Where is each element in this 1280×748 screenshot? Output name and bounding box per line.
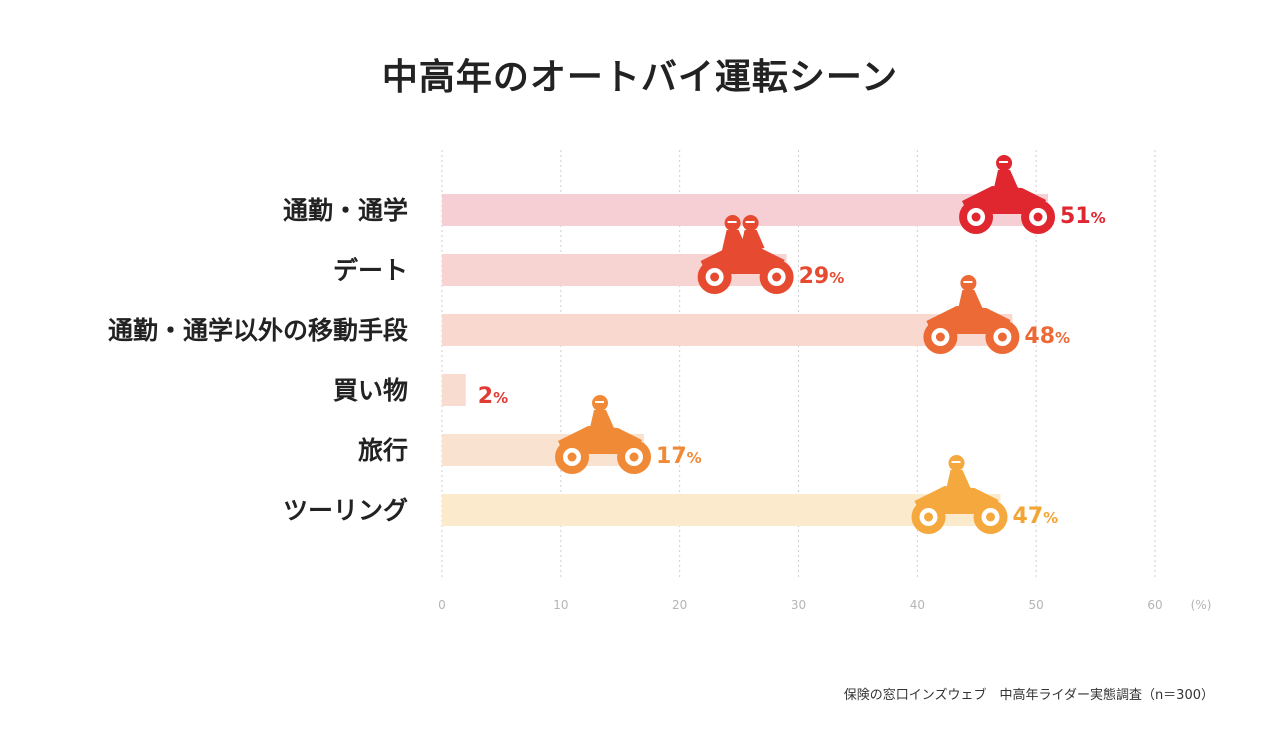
category-label: 通勤・通学 (283, 196, 408, 225)
category-label: デート (333, 256, 408, 285)
x-tick-label: 40 (910, 598, 925, 612)
value-labels: 51% 29% 48% 2% 17% 47% (478, 204, 1106, 529)
motorcycle-icons (555, 155, 1056, 534)
value-label: 17% (656, 444, 702, 469)
bar (442, 374, 466, 406)
x-tick-label: 20 (672, 598, 687, 612)
category-label: 通勤・通学以外の移動手段 (108, 316, 408, 345)
x-tick-label: 30 (791, 598, 806, 612)
motorcycle-rider-icon (911, 455, 1008, 534)
x-axis-ticks: 0 10 20 30 40 50 60 (%) (438, 598, 1211, 612)
value-label: 48% (1024, 324, 1070, 349)
x-tick-label: 0 (438, 598, 446, 612)
source-note: 保険の窓口インズウェブ 中高年ライダー実態調査（n＝300） (843, 688, 1214, 703)
motorcycle-rider-icon (959, 155, 1056, 234)
value-label: 51% (1060, 204, 1106, 229)
category-label: 買い物 (333, 376, 408, 405)
chart-title: 中高年のオートバイ運転シーン (381, 57, 899, 98)
bar (442, 314, 1013, 346)
motorcycle-rider-icon (555, 395, 652, 474)
x-tick-label: 10 (553, 598, 568, 612)
x-tick-label: 60 (1147, 598, 1162, 612)
bar (442, 494, 1001, 526)
value-label: 29% (799, 264, 845, 289)
x-unit-label: (%) (1191, 598, 1212, 612)
motorcycle-tandem-icon (697, 215, 794, 294)
category-label: 旅行 (358, 436, 408, 465)
category-label: ツーリング (283, 496, 408, 525)
value-label: 47% (1013, 504, 1059, 529)
x-tick-label: 50 (1029, 598, 1044, 612)
motorcycle-rider-icon (923, 275, 1020, 354)
value-label: 2% (478, 384, 508, 409)
